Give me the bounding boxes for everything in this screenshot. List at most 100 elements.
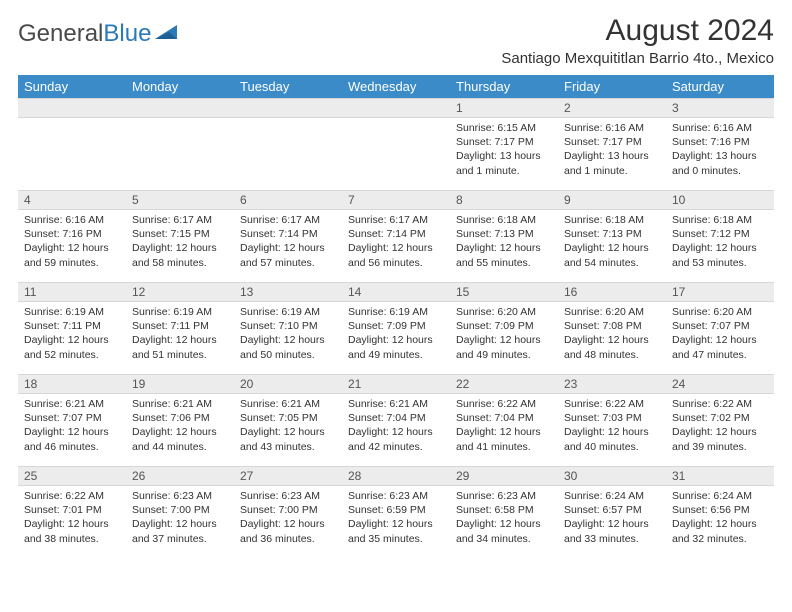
day-details: Sunrise: 6:21 AMSunset: 7:07 PMDaylight:… bbox=[18, 394, 126, 458]
day-number: 17 bbox=[666, 282, 774, 302]
calendar-week: 1Sunrise: 6:15 AMSunset: 7:17 PMDaylight… bbox=[18, 98, 774, 190]
title-block: August 2024 Santiago Mexquititlan Barrio… bbox=[501, 14, 774, 67]
day-number: 19 bbox=[126, 374, 234, 394]
day-details: Sunrise: 6:21 AMSunset: 7:05 PMDaylight:… bbox=[234, 394, 342, 458]
calendar-day: 21Sunrise: 6:21 AMSunset: 7:04 PMDayligh… bbox=[342, 374, 450, 466]
calendar-day: 4Sunrise: 6:16 AMSunset: 7:16 PMDaylight… bbox=[18, 190, 126, 282]
calendar-day: 7Sunrise: 6:17 AMSunset: 7:14 PMDaylight… bbox=[342, 190, 450, 282]
sunrise-text: Sunrise: 6:19 AM bbox=[240, 305, 336, 319]
day-header: Thursday bbox=[450, 75, 558, 98]
sunset-text: Sunset: 6:56 PM bbox=[672, 503, 768, 517]
brand-part1: General bbox=[18, 20, 103, 48]
day-number: 8 bbox=[450, 190, 558, 210]
day-details: Sunrise: 6:23 AMSunset: 7:00 PMDaylight:… bbox=[126, 486, 234, 550]
sunrise-text: Sunrise: 6:23 AM bbox=[132, 489, 228, 503]
daylight-text: Daylight: 12 hours and 48 minutes. bbox=[564, 333, 660, 361]
calendar-day: 16Sunrise: 6:20 AMSunset: 7:08 PMDayligh… bbox=[558, 282, 666, 374]
calendar-day: 8Sunrise: 6:18 AMSunset: 7:13 PMDaylight… bbox=[450, 190, 558, 282]
calendar-day: 11Sunrise: 6:19 AMSunset: 7:11 PMDayligh… bbox=[18, 282, 126, 374]
day-number: 1 bbox=[450, 98, 558, 118]
header: GeneralBlue August 2024 Santiago Mexquit… bbox=[18, 14, 774, 67]
day-details: Sunrise: 6:23 AMSunset: 7:00 PMDaylight:… bbox=[234, 486, 342, 550]
sunrise-text: Sunrise: 6:22 AM bbox=[456, 397, 552, 411]
sunrise-text: Sunrise: 6:21 AM bbox=[348, 397, 444, 411]
day-number: 27 bbox=[234, 466, 342, 486]
day-number bbox=[234, 98, 342, 118]
day-details: Sunrise: 6:16 AMSunset: 7:16 PMDaylight:… bbox=[666, 118, 774, 182]
calendar-day: 14Sunrise: 6:19 AMSunset: 7:09 PMDayligh… bbox=[342, 282, 450, 374]
sunrise-text: Sunrise: 6:20 AM bbox=[564, 305, 660, 319]
day-details: Sunrise: 6:19 AMSunset: 7:09 PMDaylight:… bbox=[342, 302, 450, 366]
daylight-text: Daylight: 12 hours and 55 minutes. bbox=[456, 241, 552, 269]
daylight-text: Daylight: 12 hours and 38 minutes. bbox=[24, 517, 120, 545]
sunset-text: Sunset: 7:00 PM bbox=[132, 503, 228, 517]
calendar-day bbox=[126, 98, 234, 190]
daylight-text: Daylight: 12 hours and 42 minutes. bbox=[348, 425, 444, 453]
sunset-text: Sunset: 7:00 PM bbox=[240, 503, 336, 517]
day-details: Sunrise: 6:21 AMSunset: 7:06 PMDaylight:… bbox=[126, 394, 234, 458]
brand-part2: Blue bbox=[103, 20, 151, 48]
sunrise-text: Sunrise: 6:21 AM bbox=[132, 397, 228, 411]
month-title: August 2024 bbox=[501, 14, 774, 48]
logo-triangle-icon bbox=[155, 20, 181, 48]
day-number: 12 bbox=[126, 282, 234, 302]
day-details: Sunrise: 6:18 AMSunset: 7:13 PMDaylight:… bbox=[558, 210, 666, 274]
day-number: 4 bbox=[18, 190, 126, 210]
calendar-day: 23Sunrise: 6:22 AMSunset: 7:03 PMDayligh… bbox=[558, 374, 666, 466]
sunrise-text: Sunrise: 6:21 AM bbox=[24, 397, 120, 411]
sunrise-text: Sunrise: 6:22 AM bbox=[24, 489, 120, 503]
calendar-day: 5Sunrise: 6:17 AMSunset: 7:15 PMDaylight… bbox=[126, 190, 234, 282]
sunrise-text: Sunrise: 6:19 AM bbox=[24, 305, 120, 319]
calendar-day: 29Sunrise: 6:23 AMSunset: 6:58 PMDayligh… bbox=[450, 466, 558, 558]
sunset-text: Sunset: 7:09 PM bbox=[348, 319, 444, 333]
sunset-text: Sunset: 7:06 PM bbox=[132, 411, 228, 425]
day-number: 6 bbox=[234, 190, 342, 210]
sunrise-text: Sunrise: 6:15 AM bbox=[456, 121, 552, 135]
day-number: 15 bbox=[450, 282, 558, 302]
calendar-week: 25Sunrise: 6:22 AMSunset: 7:01 PMDayligh… bbox=[18, 466, 774, 558]
sunset-text: Sunset: 7:09 PM bbox=[456, 319, 552, 333]
daylight-text: Daylight: 12 hours and 32 minutes. bbox=[672, 517, 768, 545]
sunrise-text: Sunrise: 6:20 AM bbox=[672, 305, 768, 319]
calendar-day: 10Sunrise: 6:18 AMSunset: 7:12 PMDayligh… bbox=[666, 190, 774, 282]
daylight-text: Daylight: 13 hours and 1 minute. bbox=[564, 149, 660, 177]
day-number: 21 bbox=[342, 374, 450, 394]
day-number: 26 bbox=[126, 466, 234, 486]
sunrise-text: Sunrise: 6:23 AM bbox=[456, 489, 552, 503]
daylight-text: Daylight: 12 hours and 51 minutes. bbox=[132, 333, 228, 361]
sunrise-text: Sunrise: 6:18 AM bbox=[672, 213, 768, 227]
calendar-day: 13Sunrise: 6:19 AMSunset: 7:10 PMDayligh… bbox=[234, 282, 342, 374]
calendar-day bbox=[342, 98, 450, 190]
sunset-text: Sunset: 7:10 PM bbox=[240, 319, 336, 333]
calendar-page: GeneralBlue August 2024 Santiago Mexquit… bbox=[0, 0, 792, 568]
day-number: 14 bbox=[342, 282, 450, 302]
day-number bbox=[342, 98, 450, 118]
day-header: Tuesday bbox=[234, 75, 342, 98]
calendar-day: 6Sunrise: 6:17 AMSunset: 7:14 PMDaylight… bbox=[234, 190, 342, 282]
daylight-text: Daylight: 13 hours and 0 minutes. bbox=[672, 149, 768, 177]
calendar-day: 15Sunrise: 6:20 AMSunset: 7:09 PMDayligh… bbox=[450, 282, 558, 374]
day-number: 30 bbox=[558, 466, 666, 486]
day-header: Wednesday bbox=[342, 75, 450, 98]
calendar-day: 24Sunrise: 6:22 AMSunset: 7:02 PMDayligh… bbox=[666, 374, 774, 466]
day-number: 24 bbox=[666, 374, 774, 394]
sunrise-text: Sunrise: 6:23 AM bbox=[348, 489, 444, 503]
daylight-text: Daylight: 13 hours and 1 minute. bbox=[456, 149, 552, 177]
day-number: 2 bbox=[558, 98, 666, 118]
sunset-text: Sunset: 7:14 PM bbox=[240, 227, 336, 241]
sunrise-text: Sunrise: 6:19 AM bbox=[132, 305, 228, 319]
sunset-text: Sunset: 7:13 PM bbox=[456, 227, 552, 241]
sunrise-text: Sunrise: 6:22 AM bbox=[672, 397, 768, 411]
calendar-day: 17Sunrise: 6:20 AMSunset: 7:07 PMDayligh… bbox=[666, 282, 774, 374]
day-number: 22 bbox=[450, 374, 558, 394]
sunset-text: Sunset: 7:07 PM bbox=[672, 319, 768, 333]
daylight-text: Daylight: 12 hours and 54 minutes. bbox=[564, 241, 660, 269]
daylight-text: Daylight: 12 hours and 35 minutes. bbox=[348, 517, 444, 545]
day-details: Sunrise: 6:19 AMSunset: 7:10 PMDaylight:… bbox=[234, 302, 342, 366]
calendar-week: 18Sunrise: 6:21 AMSunset: 7:07 PMDayligh… bbox=[18, 374, 774, 466]
daylight-text: Daylight: 12 hours and 34 minutes. bbox=[456, 517, 552, 545]
day-header: Friday bbox=[558, 75, 666, 98]
day-number: 31 bbox=[666, 466, 774, 486]
sunset-text: Sunset: 7:14 PM bbox=[348, 227, 444, 241]
sunset-text: Sunset: 7:17 PM bbox=[564, 135, 660, 149]
